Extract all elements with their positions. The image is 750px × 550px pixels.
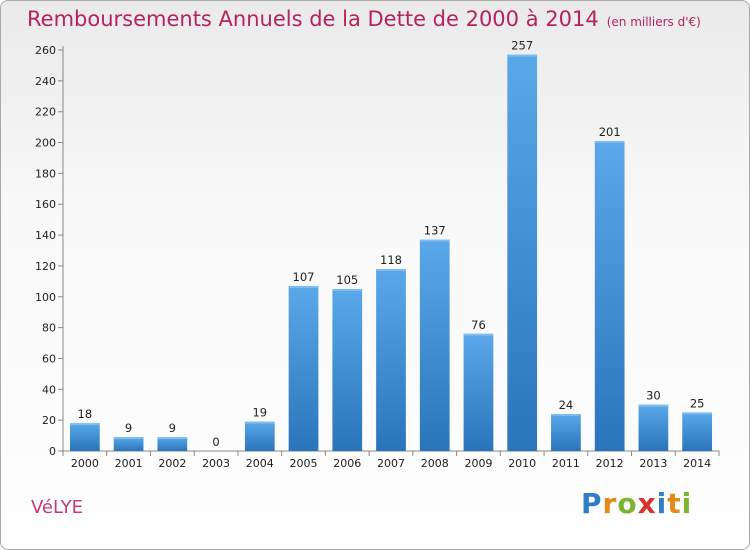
bar	[288, 285, 319, 451]
bar-highlight	[244, 421, 275, 424]
y-tick-label: 120	[35, 260, 56, 273]
bar-highlight	[157, 437, 188, 440]
bar-highlight	[288, 285, 319, 288]
bar	[244, 421, 275, 451]
bar	[376, 269, 406, 451]
bar-highlight	[113, 437, 144, 440]
chart-title: Remboursements Annuels de la Dette de 20…	[27, 7, 701, 31]
bar	[113, 437, 144, 451]
bar-value-label: 9	[169, 421, 176, 435]
y-tick-label: 80	[42, 322, 56, 335]
bar	[638, 404, 669, 451]
bar-highlight	[682, 412, 713, 415]
chart-labels: 18 2000 9 2001 9 2002 0 2003 19 2004 107 2005 105 200…	[71, 39, 711, 470]
x-tick-label: 2003	[202, 457, 230, 470]
y-tick-label: 240	[35, 75, 56, 88]
bar	[419, 239, 450, 451]
bar	[594, 140, 625, 451]
bar-value-label: 30	[646, 389, 661, 403]
place-name: VéLYE	[31, 497, 83, 518]
bar-value-label: 105	[336, 273, 358, 287]
bar	[332, 289, 363, 451]
bar-highlight	[638, 404, 669, 407]
x-tick-label: 2006	[333, 457, 361, 470]
logo-letter: o	[617, 487, 638, 520]
chart-bars	[69, 54, 713, 451]
bar-value-label: 137	[424, 224, 446, 238]
x-tick-label: 2008	[421, 457, 449, 470]
y-tick-label: 260	[35, 44, 56, 57]
logo-letter: r	[602, 487, 618, 520]
bar-value-label: 118	[380, 253, 402, 267]
logo-letter: i	[656, 487, 668, 520]
logo-letter: t	[667, 487, 682, 520]
x-tick-label: 2000	[71, 457, 99, 470]
x-tick-label: 2007	[377, 457, 405, 470]
x-tick-label: 2014	[683, 457, 711, 470]
bar-highlight	[69, 423, 100, 426]
x-tick-label: 2009	[464, 457, 492, 470]
bar-value-label: 107	[293, 270, 315, 284]
bar-highlight	[551, 413, 581, 416]
logo-letter: x	[637, 487, 657, 520]
bar	[157, 437, 188, 451]
bar	[507, 54, 538, 451]
x-tick-label: 2002	[158, 457, 186, 470]
y-tick-label: 220	[35, 106, 56, 119]
bar-value-label: 257	[511, 39, 533, 53]
x-tick-label: 2012	[596, 457, 624, 470]
bar-value-label: 9	[125, 421, 132, 435]
y-tick-label: 160	[35, 198, 56, 211]
y-tick-label: 40	[42, 383, 56, 396]
bar-value-label: 25	[690, 396, 705, 410]
bar-value-label: 76	[471, 318, 486, 332]
x-tick-label: 2013	[639, 457, 667, 470]
x-tick-label: 2010	[508, 457, 536, 470]
bar-value-label: 24	[559, 398, 574, 412]
logo-letter: i	[681, 487, 693, 520]
bar	[551, 413, 581, 451]
y-tick-label: 20	[42, 414, 56, 427]
y-tick-label: 140	[35, 229, 56, 242]
y-tick-label: 0	[49, 445, 56, 458]
bar-highlight	[332, 289, 363, 292]
x-tick-label: 2004	[246, 457, 274, 470]
x-tick-label: 2001	[115, 457, 143, 470]
bar-value-label: 19	[252, 406, 267, 420]
bar-highlight	[594, 140, 625, 143]
x-tick-label: 2011	[552, 457, 580, 470]
logo-letter: P	[581, 487, 603, 520]
bar-value-label: 18	[78, 407, 93, 421]
chart-title-text: Remboursements Annuels de la Dette de 20…	[27, 7, 599, 31]
y-tick-label: 60	[42, 352, 56, 365]
proxiti-logo: Proxiti	[581, 487, 692, 520]
bar-highlight	[507, 54, 538, 57]
y-tick-label: 200	[35, 137, 56, 150]
y-tick-label: 180	[35, 167, 56, 180]
bar-value-label: 201	[599, 125, 621, 139]
x-tick-label: 2005	[290, 457, 318, 470]
bar	[69, 423, 100, 451]
bar	[463, 333, 494, 451]
y-tick-label: 100	[35, 291, 56, 304]
bar-highlight	[419, 239, 450, 242]
bar-highlight	[376, 269, 406, 272]
bar-highlight	[463, 333, 494, 336]
bar	[682, 412, 713, 451]
chart-unit: (en milliers d'€)	[606, 15, 701, 29]
bar-value-label: 0	[212, 435, 219, 449]
